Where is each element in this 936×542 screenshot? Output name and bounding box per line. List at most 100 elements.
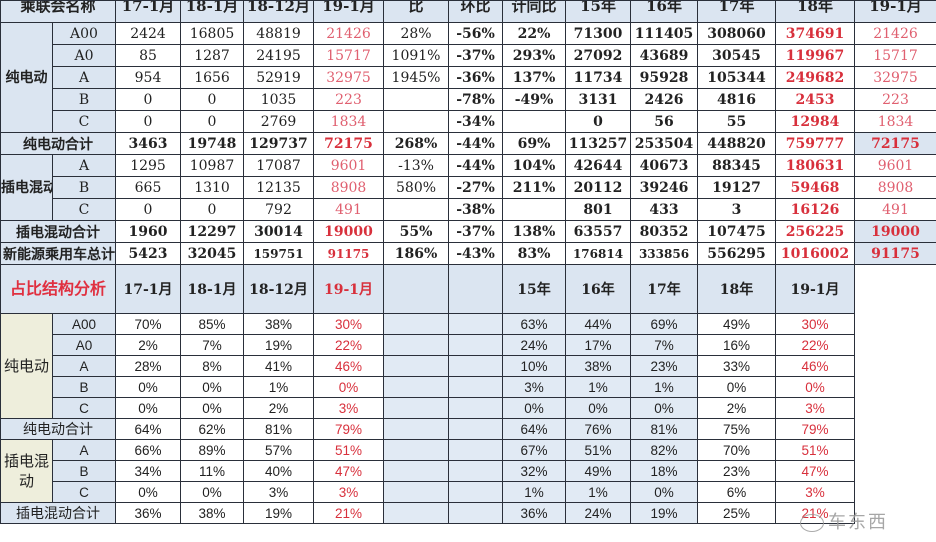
analysis-cell: 0% xyxy=(565,397,632,419)
data-cell: 17087 xyxy=(243,154,315,177)
subtotal-row: 插电混动合计 1960 12297 30014 19000 55% -37% 138% 6355… xyxy=(0,220,936,243)
analysis-cell xyxy=(448,376,504,398)
subtotal-label: 纯电动合计 xyxy=(0,132,117,155)
analysis-cell: 3% xyxy=(313,397,385,419)
analysis-subtotal-cell: 64% xyxy=(502,418,567,440)
analysis-subtotal-cell: 79% xyxy=(775,418,856,440)
analysis-cell: 3% xyxy=(243,481,315,503)
analysis-row: 插电混动 A 66% 89% 57% 51% 67% 51% 82% 70% 51% xyxy=(0,439,936,503)
analysis-header-cell: 19-1月 xyxy=(313,264,385,314)
subtotal-cell: 759777 xyxy=(775,132,856,155)
analysis-cell: 2% xyxy=(243,397,315,419)
analysis-cell: 47% xyxy=(313,460,385,482)
data-cell: 2453 xyxy=(775,88,856,111)
data-cell: 22% xyxy=(502,22,567,45)
header-row: 乘联会名称 17-1月 18-1月 18-12月 19-1月 比 环比 计同比 15年 16年 17… xyxy=(0,0,936,23)
analysis-row: A0 2% 7% 19% 22% 24% 17% 7% 16% 22% xyxy=(1,334,936,356)
data-cell: 293% xyxy=(502,44,567,67)
subtotal-cell: 19000 xyxy=(854,220,936,243)
data-cell: 954 xyxy=(115,66,182,89)
analysis-subtotal-cell: 24% xyxy=(565,502,632,524)
analysis-cell: 51% xyxy=(775,439,856,461)
analysis-cell: 0% xyxy=(180,481,245,503)
header-cell-text: 15年 xyxy=(580,0,616,16)
analysis-cell: 89% xyxy=(180,439,245,461)
data-cell: 1945% xyxy=(383,66,450,89)
data-cell: 11734 xyxy=(565,66,632,89)
analysis-header-cell: 17年 xyxy=(630,264,699,314)
grand-total-cell: 159751 xyxy=(243,242,315,265)
subtotal-cell: 19748 xyxy=(180,132,245,155)
data-cell: 24195 xyxy=(243,44,315,67)
data-cell: -13% xyxy=(383,154,450,177)
analysis-cell: 69% xyxy=(630,313,699,335)
analysis-cell: 18% xyxy=(630,460,699,482)
header-cell: 19-1月 xyxy=(313,0,385,23)
analysis-cell: 51% xyxy=(313,439,385,461)
analysis-cell: 82% xyxy=(630,439,699,461)
table-row: 纯电动 A00 2424 16805 48819 21426 28% -56% 22% 71300… xyxy=(0,22,936,133)
analysis-cell xyxy=(448,334,504,356)
subtotal-label: 插电混动合计 xyxy=(0,220,117,243)
data-cell: -34% xyxy=(448,110,504,133)
analysis-subtotal-cell: 81% xyxy=(630,418,699,440)
analysis-subtotal-cell: 79% xyxy=(313,418,385,440)
analysis-class-label: B xyxy=(51,460,117,482)
analysis-cell: 1% xyxy=(630,376,699,398)
header-cell: 19-1月 xyxy=(854,0,936,23)
analysis-group-label: 插电混动 xyxy=(0,439,53,503)
analysis-header-cell xyxy=(448,264,504,314)
table-row: 插电混动 A 1295 10987 17087 9601 -13% -44% 104% 42644… xyxy=(0,154,936,221)
data-cell: -56% xyxy=(448,22,504,45)
analysis-class-label: A0 xyxy=(51,334,117,356)
table-row: C 0 0 2769 1834 -34% 0 56 55 12984 1834 xyxy=(1,110,936,133)
analysis-cell: 1% xyxy=(502,481,567,503)
header-cell: 比 xyxy=(383,0,450,23)
class-label: A0 xyxy=(51,44,117,67)
analysis-cell xyxy=(448,481,504,503)
data-cell: 1834 xyxy=(313,110,385,133)
subtotal-cell: 69% xyxy=(502,132,567,155)
subtotal-cell: 30014 xyxy=(243,220,315,243)
analysis-cell: 40% xyxy=(243,460,315,482)
data-cell: 15717 xyxy=(854,44,936,67)
data-cell: 40673 xyxy=(630,154,699,177)
data-cell: 30545 xyxy=(697,44,777,67)
data-cell: -49% xyxy=(502,88,567,111)
data-cell: 0 xyxy=(180,110,245,133)
header-cell: 17年 xyxy=(697,0,777,23)
group-label: 插电混动 xyxy=(0,154,53,221)
header-cell: 15年 xyxy=(565,0,632,23)
analysis-cell: 66% xyxy=(115,439,182,461)
table-row: B 665 1310 12135 8908 580% -27% 211% 20112 39246 1… xyxy=(1,176,936,199)
analysis-cell xyxy=(383,355,450,377)
data-cell: 1834 xyxy=(854,110,936,133)
header-cell: 17-1月 xyxy=(115,0,182,23)
header-cell: 18-12月 xyxy=(243,0,315,23)
data-cell: 1035 xyxy=(243,88,315,111)
data-cell: 20112 xyxy=(565,176,632,199)
analysis-header-cell xyxy=(383,264,450,314)
data-cell: -78% xyxy=(448,88,504,111)
header-cell-text: 19-1月 xyxy=(869,0,922,16)
data-cell: 249682 xyxy=(775,66,856,89)
analysis-subtotal-cell: 38% xyxy=(180,502,245,524)
grand-total-cell: 186% xyxy=(383,242,450,265)
analysis-subtotal-cell xyxy=(448,418,504,440)
analysis-cell: 0% xyxy=(775,376,856,398)
data-cell: 1287 xyxy=(180,44,245,67)
grand-total-cell: 333856 xyxy=(630,242,699,265)
grand-total-cell: 91175 xyxy=(313,242,385,265)
data-cell: 88345 xyxy=(697,154,777,177)
analysis-subtotal-row: 插电混动合计 36% 38% 19% 21% 36% 24% 19% 25% 21% xyxy=(0,502,936,524)
data-cell: 4816 xyxy=(697,88,777,111)
analysis-cell: 32% xyxy=(502,460,567,482)
data-cell: 105344 xyxy=(697,66,777,89)
analysis-cell: 0% xyxy=(313,376,385,398)
analysis-cell: 70% xyxy=(697,439,777,461)
class-label: A xyxy=(51,66,117,89)
header-cell: 18-1月 xyxy=(180,0,245,23)
data-cell: 1656 xyxy=(180,66,245,89)
analysis-class-label: C xyxy=(51,397,117,419)
subtotal-row: 纯电动合计 3463 19748 129737 72175 268% -44% 69% 1132… xyxy=(0,132,936,155)
